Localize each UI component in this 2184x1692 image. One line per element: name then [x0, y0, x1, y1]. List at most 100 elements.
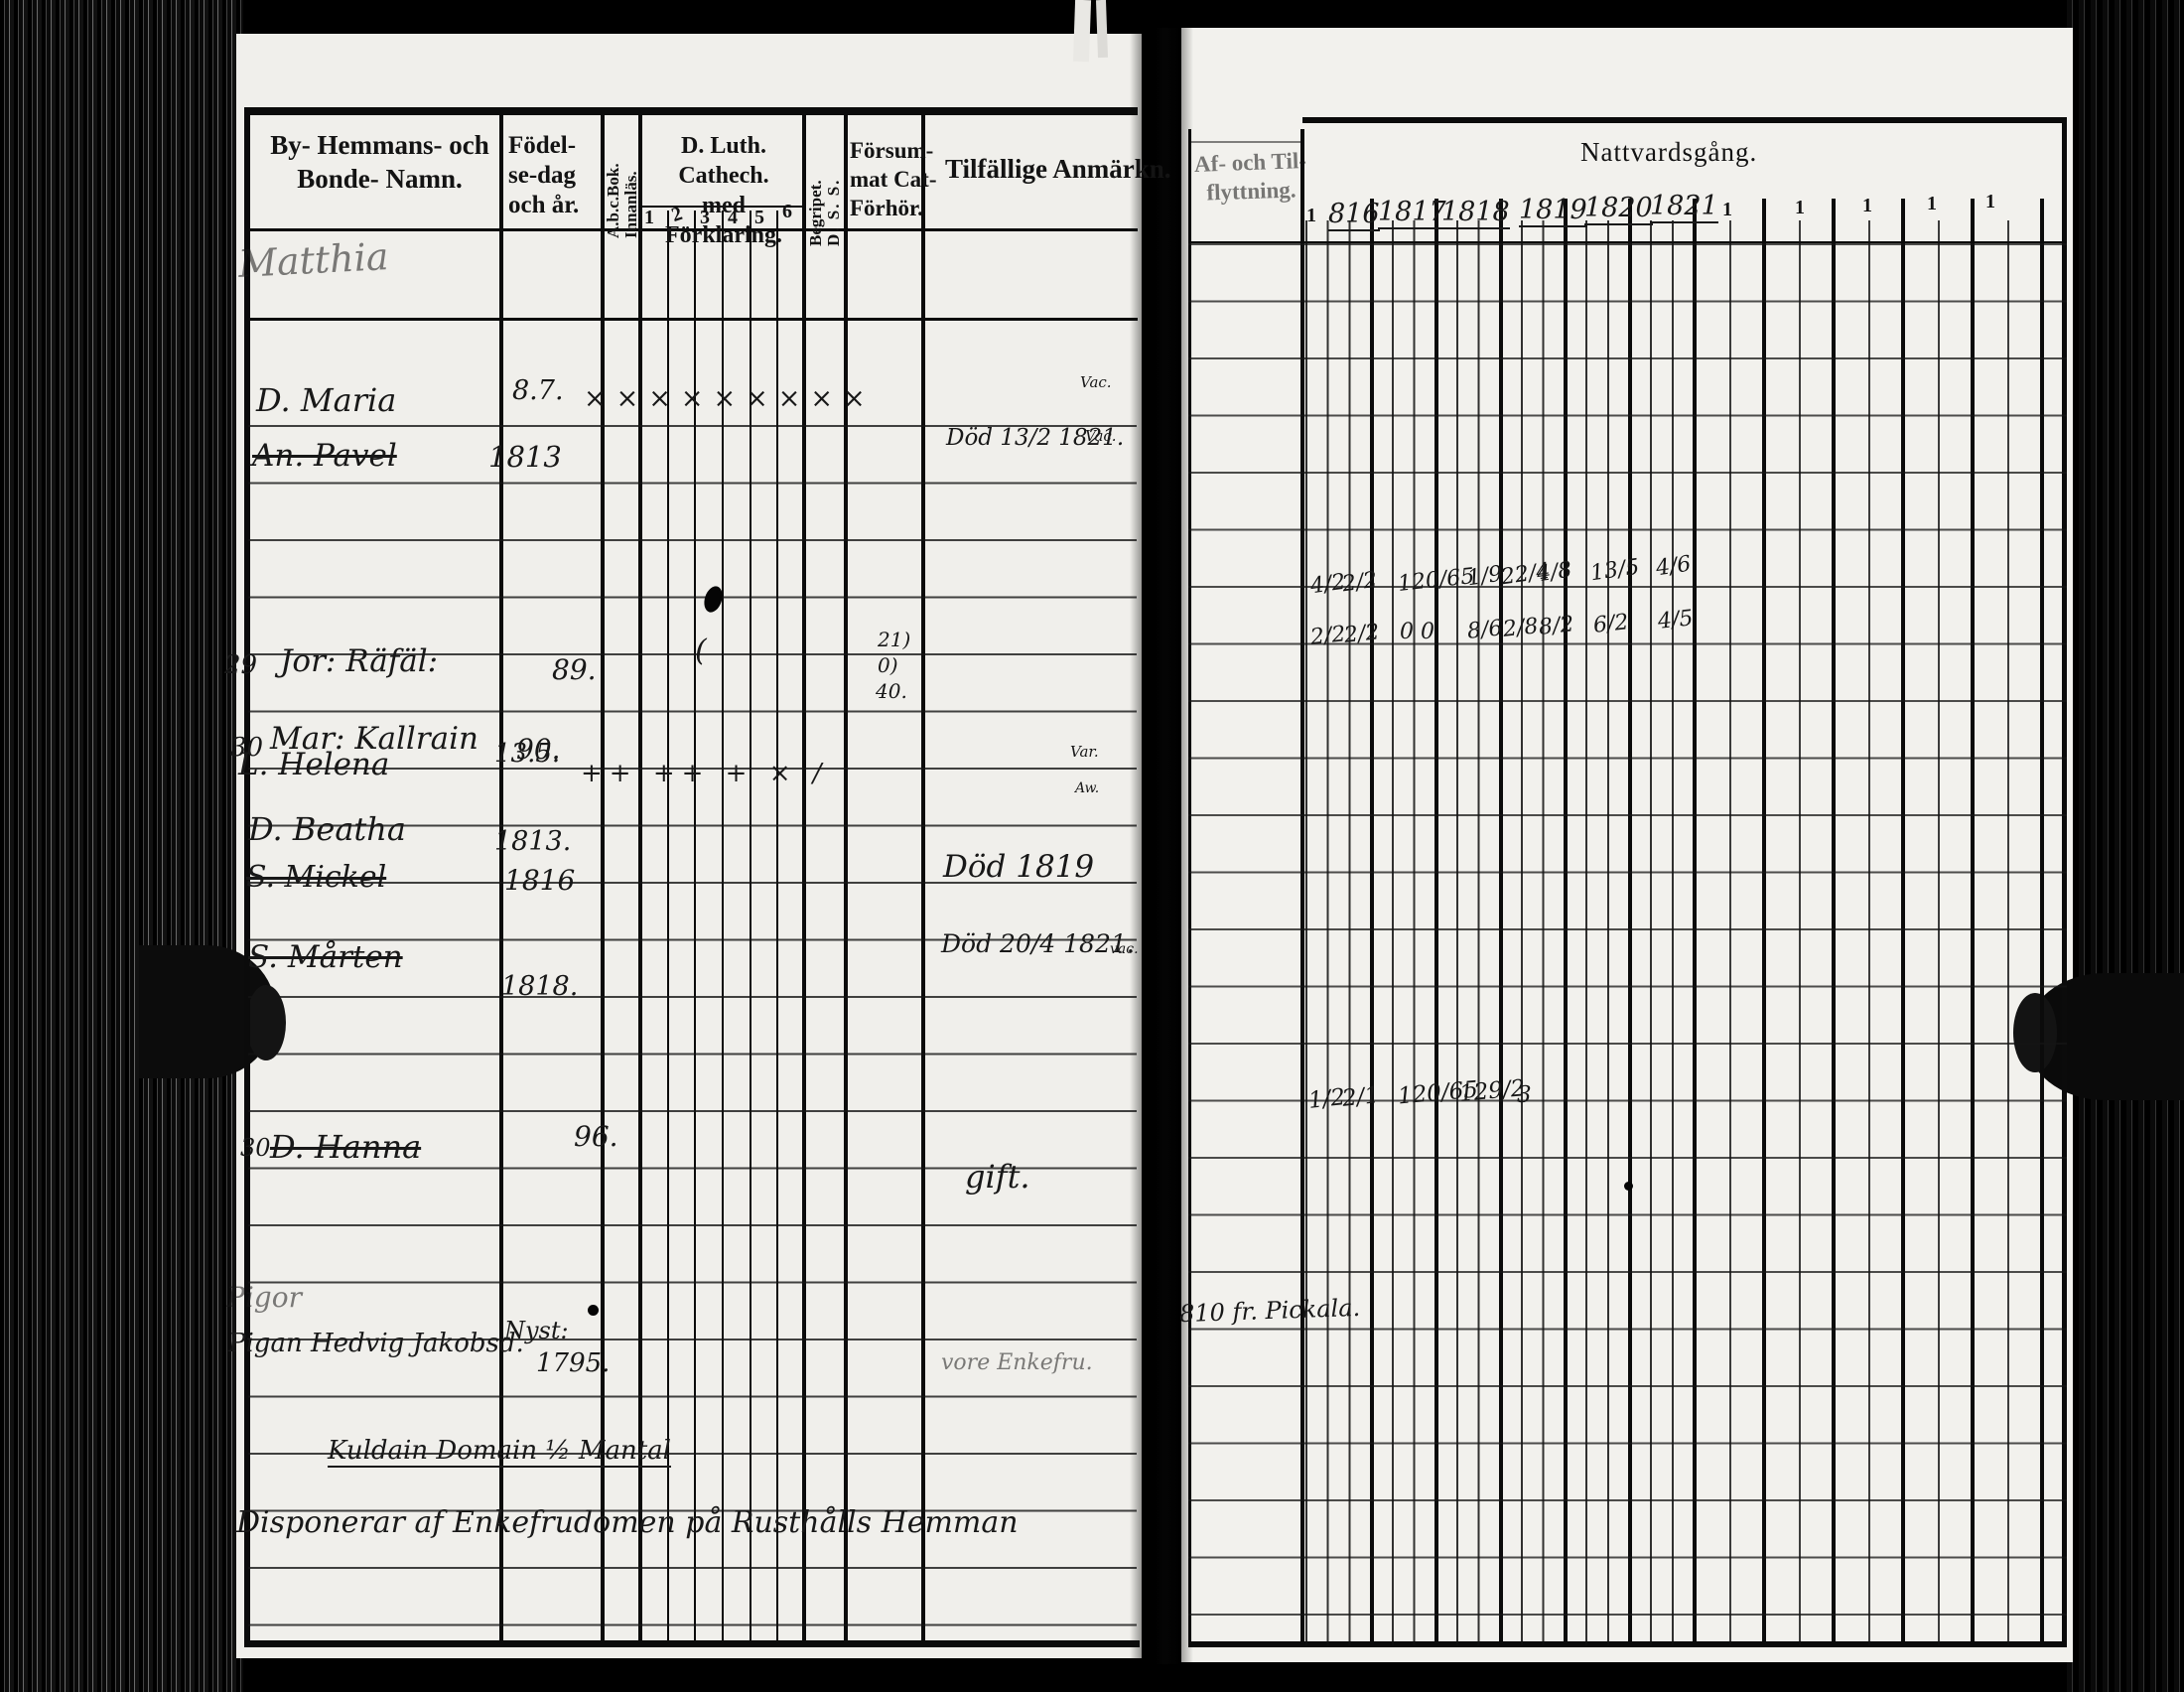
column-header-afochtil: Af- och Til- flyttning. — [1193, 148, 1307, 206]
bookmark-ribbon — [1072, 0, 1092, 63]
communion-entry: 2/2 — [1340, 567, 1379, 598]
communion-title: Nattvardsgång. — [1580, 137, 1758, 167]
cathech-subcol-5: 5 — [754, 207, 764, 228]
table-border-top — [248, 107, 1138, 115]
table-border-top — [1302, 117, 2067, 123]
column-header-begripet-1: Begripet. — [806, 180, 825, 246]
person-name: S. Mårten — [248, 939, 403, 975]
birth-date: 89. — [552, 653, 597, 686]
margin-note: Vac. — [1085, 427, 1117, 445]
cathech-subcol-1: 1 — [644, 207, 654, 228]
birth-date: 8.7. — [512, 375, 564, 406]
communion-entry: 2/2 — [1308, 622, 1347, 650]
year-label: 1 — [1795, 197, 1805, 218]
communion-entry: 4/6 — [1654, 551, 1693, 582]
village-name: Matthia — [236, 234, 390, 286]
birth-date: 1813. — [494, 826, 572, 857]
birth-date: 1795. — [536, 1348, 611, 1378]
margin-note: vore Enkefru. — [941, 1350, 1093, 1375]
forsummat-entry: 0) — [878, 653, 898, 677]
column-header-birth: Födel- se-dag och år. — [508, 132, 580, 218]
birth-date: 1816 — [504, 864, 576, 897]
margin-note: Aw. — [1075, 780, 1100, 796]
column-header-forsummat: Försum- mat Cat- Förhör. — [850, 138, 937, 220]
birth-date: 1818. — [501, 971, 579, 1002]
row-number: 30 — [240, 1134, 271, 1162]
death-note: Död 20/4 1821. — [941, 929, 1135, 958]
catechism-marks: ××××××××× — [584, 383, 876, 414]
person-name: Jor: Räfäl: — [280, 643, 439, 679]
margin-note: Vac. — [1080, 373, 1112, 391]
page-edges-left — [0, 0, 243, 1692]
annotation: Nyst: — [504, 1317, 569, 1344]
cathech-subcol-4: 4 — [728, 207, 738, 228]
birth-date: 96. — [574, 1120, 618, 1153]
ink-mark: ( — [695, 634, 707, 668]
person-name: S. Mickel — [246, 860, 387, 895]
book-cover-right — [2067, 0, 2184, 1692]
year-label: 1820 — [1584, 193, 1653, 225]
communion-entry: 2/8 — [1501, 614, 1540, 642]
birth-date: 13.5. — [494, 739, 561, 769]
row-rules-right — [1188, 243, 2067, 1645]
person-name: L. Helena — [238, 747, 390, 782]
row-number: 29 — [224, 650, 258, 680]
column-header-names: By- Hemmans- och Bonde- Namn. — [270, 130, 489, 194]
cathech-subcol-6: 6 — [782, 201, 792, 222]
ink-blot — [1624, 1182, 1633, 1191]
header-rule — [1188, 141, 1302, 143]
communion-entry: 8/6 — [1465, 616, 1504, 644]
person-name: Mar: Kallrain — [270, 721, 478, 757]
person-name: D. Hanna — [270, 1128, 422, 1166]
footnote: Kuldain Domain ½ Mantal — [328, 1436, 671, 1468]
header-rule — [641, 206, 802, 208]
year-label: 1 — [1722, 199, 1732, 220]
death-note: Död 13/2 1821. — [946, 425, 1125, 451]
year-label: 1817 — [1378, 197, 1446, 229]
person-name: Pigor — [226, 1281, 302, 1314]
year-label: 1821 — [1650, 191, 1718, 223]
ink-blot — [588, 1305, 599, 1316]
year-label: 1 — [1927, 193, 1937, 214]
column-header-abc-1: A.b.c.Bok. — [604, 163, 622, 238]
person-name: Pigan Hedvig Jakobsd. — [228, 1329, 524, 1358]
death-note: Död 1819 — [943, 849, 1095, 885]
communion-entry: 2/2 — [1342, 620, 1381, 648]
communion-entry: 8/2 — [1537, 612, 1575, 640]
communion-entry: 6/2 — [1591, 610, 1630, 638]
row-rules-left — [248, 425, 1137, 1644]
column-header-cathech: D. Luth. Cathech. med Förklaring. — [665, 133, 782, 248]
forsummat-entry: 21) — [878, 628, 911, 651]
communion-entry: 0 0 — [1400, 620, 1434, 644]
footnote: Disponerar af Enkefrudomen på Rusthålls … — [236, 1505, 1019, 1540]
birth-date: 90. — [516, 733, 561, 766]
person-name: D. Beatha — [248, 810, 406, 848]
column-header-anmarkn: Tilfällige Anmärkn. — [945, 154, 1171, 184]
person-name: An. Pavel — [252, 438, 397, 474]
person-name: D. Maria — [256, 381, 397, 419]
header-rule — [248, 228, 1138, 231]
year-label: 1818 — [1441, 197, 1510, 229]
catechism-marks: ++ ++ + × / — [581, 759, 829, 788]
margin-note: Var. — [1070, 743, 1099, 761]
header-rule — [248, 318, 1138, 321]
communion-entry: 2/1 — [1340, 1082, 1381, 1112]
column-header-abc-2: Innanläs. — [621, 171, 640, 238]
bookmark-ribbon — [1095, 0, 1109, 59]
column-header-begripet-2: D. S. S. — [824, 178, 843, 246]
year-label: 816 — [1328, 199, 1380, 231]
year-label: 1 — [1985, 191, 1995, 212]
row-number: 30 — [230, 733, 264, 763]
communion-entry: 4/8 — [1535, 557, 1573, 588]
communion-entry: 4/5 — [1656, 606, 1695, 634]
year-label: 1 — [1306, 205, 1316, 226]
cathech-subcol-3: 3 — [700, 207, 710, 228]
forsummat-entry: 40. — [876, 679, 907, 703]
communion-entry: 3 — [1517, 1082, 1532, 1108]
communion-entry: 1/9 — [1465, 561, 1504, 592]
margin-note: vac. — [1110, 941, 1139, 957]
table-border-left — [244, 107, 250, 1647]
year-label: 1819 — [1519, 195, 1587, 227]
year-label: 1 — [1862, 195, 1872, 216]
